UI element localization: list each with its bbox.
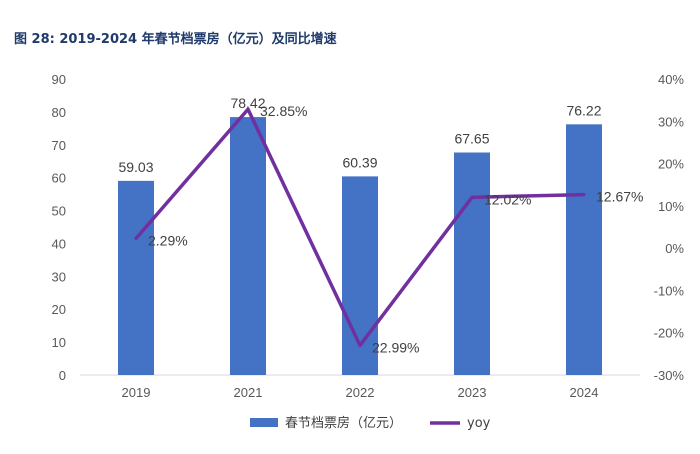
yoy-value-label: 22.99% xyxy=(372,339,419,355)
x-tick-label: 2023 xyxy=(458,385,487,400)
left-tick-label: 40 xyxy=(52,236,66,251)
bar xyxy=(566,124,602,375)
yoy-point xyxy=(582,193,586,197)
x-tick-label: 2021 xyxy=(234,385,263,400)
bar xyxy=(454,152,490,375)
yoy-point xyxy=(246,107,250,111)
yoy-value-label: 12.67% xyxy=(596,189,643,205)
left-tick-label: 20 xyxy=(52,302,66,317)
left-tick-label: 50 xyxy=(52,204,66,219)
bar-value-label: 76.22 xyxy=(566,102,601,118)
chart-title: 图 28: 2019-2024 年春节档票房（亿元）及同比增速 xyxy=(14,32,337,47)
x-axis-ticks: 2019 2021 2022 2023 2024 xyxy=(122,385,599,400)
right-tick-label: -30% xyxy=(654,368,685,383)
bar-value-label: 67.65 xyxy=(454,131,489,147)
yoy-value-label: 2.29% xyxy=(148,232,188,248)
right-tick-label: 20% xyxy=(658,157,684,172)
yoy-point xyxy=(134,236,138,240)
left-tick-label: 60 xyxy=(52,171,66,186)
data-labels: 59.03 78.42 60.39 67.65 76.22 2.29% 32.85% 22.9… xyxy=(118,95,643,355)
legend-bar-swatch xyxy=(250,418,278,427)
yoy-series xyxy=(134,107,586,348)
legend-line-label: yoy xyxy=(467,416,491,431)
bar-value-label: 78.42 xyxy=(230,95,265,111)
left-tick-label: 30 xyxy=(52,269,66,284)
legend-bar-label: 春节档票房（亿元） xyxy=(285,415,402,431)
bar xyxy=(230,117,266,376)
right-tick-label: 30% xyxy=(658,114,684,129)
left-tick-label: 80 xyxy=(52,105,66,120)
right-tick-label: 10% xyxy=(658,199,684,214)
bar-value-label: 59.03 xyxy=(118,159,153,175)
left-tick-label: 90 xyxy=(52,72,66,87)
right-tick-label: 0% xyxy=(665,241,684,256)
x-tick-label: 2024 xyxy=(570,385,599,400)
right-tick-label: 40% xyxy=(658,72,684,87)
right-tick-label: -20% xyxy=(654,326,685,341)
legend: 春节档票房（亿元） yoy xyxy=(250,415,491,431)
left-tick-label: 70 xyxy=(52,138,66,153)
left-tick-label: 10 xyxy=(52,335,66,350)
bar xyxy=(118,180,154,375)
yoy-value-label: 12.02% xyxy=(484,191,531,207)
x-tick-label: 2022 xyxy=(346,385,375,400)
left-axis-ticks: 0 10 20 30 40 50 60 70 80 90 xyxy=(52,72,66,383)
yoy-point xyxy=(470,195,474,199)
bar-value-label: 60.39 xyxy=(342,154,377,170)
yoy-value-label: 32.85% xyxy=(260,103,307,119)
left-tick-label: 0 xyxy=(59,368,66,383)
yoy-point xyxy=(358,343,362,347)
right-tick-label: -10% xyxy=(654,283,685,298)
bar-series xyxy=(118,117,602,376)
right-axis-ticks: -30% -20% -10% 0% 10% 20% 30% 40% xyxy=(654,72,685,383)
x-tick-label: 2019 xyxy=(122,385,151,400)
